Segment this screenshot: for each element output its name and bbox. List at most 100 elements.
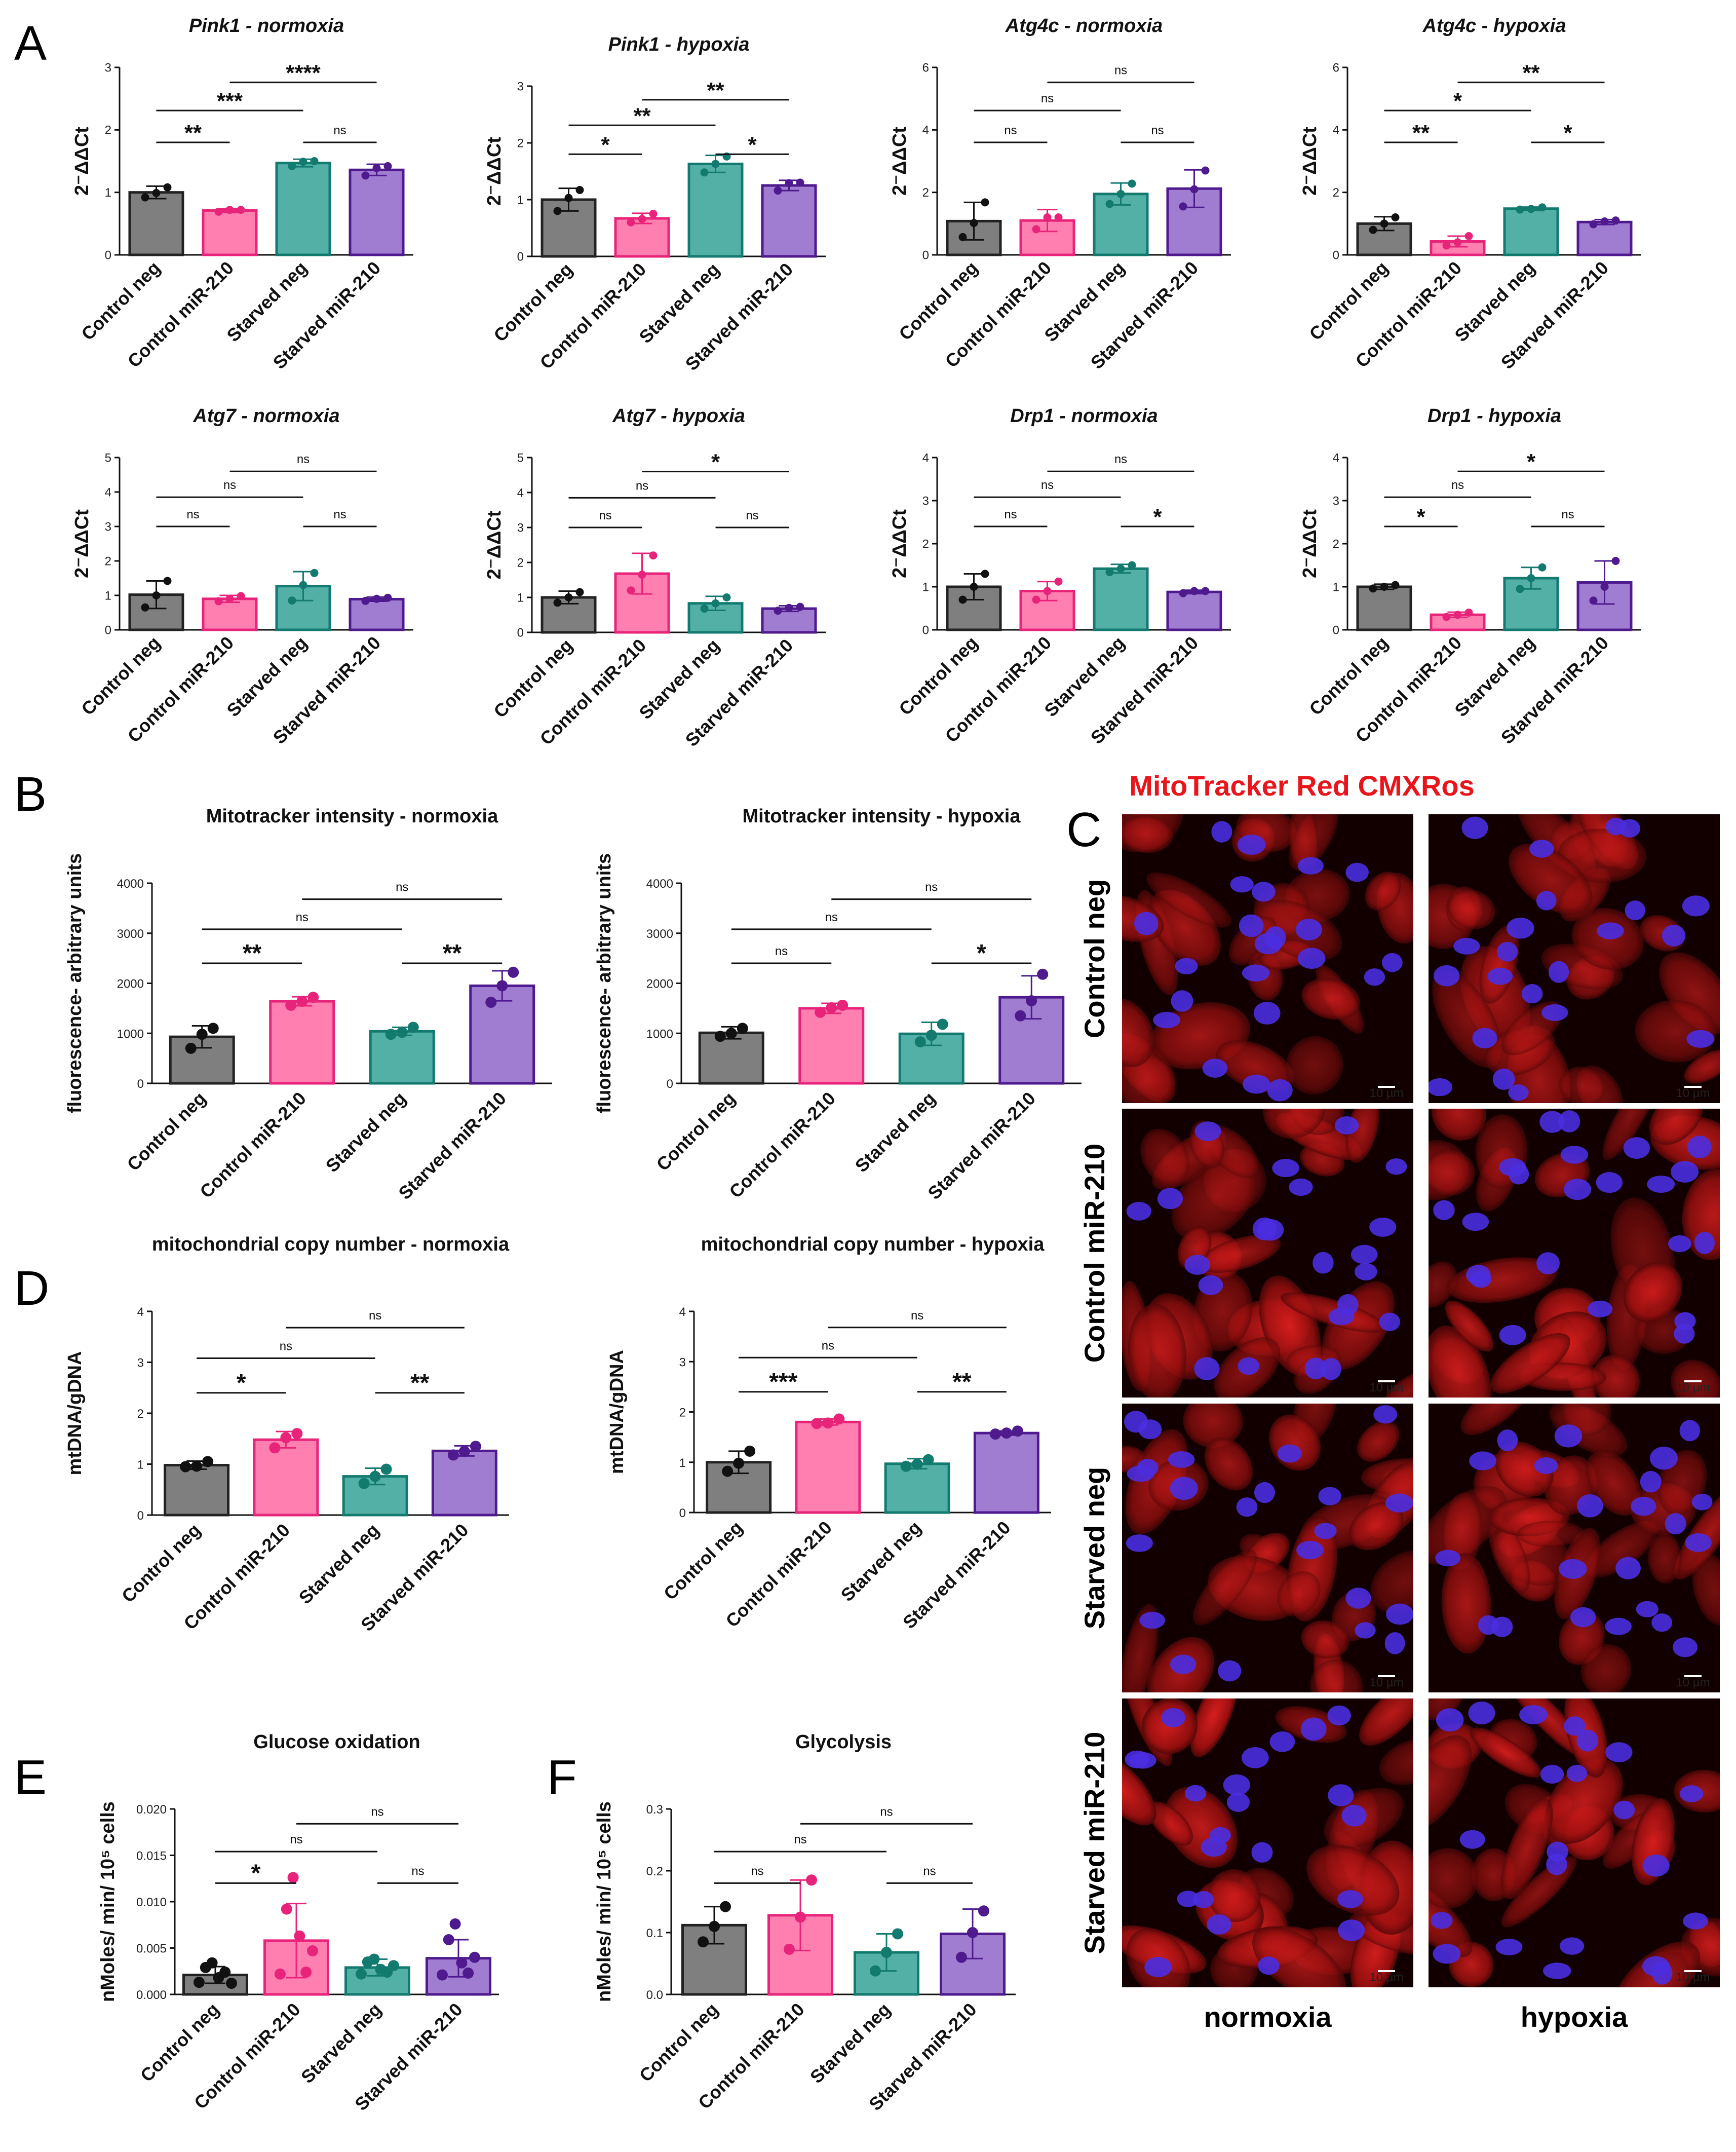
significance-label: * (977, 940, 986, 967)
chart-title: Drp1 - hypoxia (1428, 405, 1561, 427)
data-point (163, 183, 172, 192)
data-point (744, 1445, 756, 1457)
y-tick-label: 0.015 (136, 1849, 167, 1863)
cell-nucleus (1379, 1312, 1401, 1331)
data-point (1179, 589, 1187, 597)
data-point (722, 1465, 734, 1477)
cell-cytoplasm (1370, 1551, 1413, 1613)
cell-nucleus (1218, 1660, 1242, 1682)
significance-label: ** (243, 940, 262, 967)
cell-cytoplasm (1647, 1532, 1682, 1584)
panel-letter-B: B (14, 767, 47, 821)
significance-label: *** (769, 1369, 797, 1395)
y-axis-label: 2⁻ΔΔCt (71, 127, 93, 196)
data-point (1012, 1425, 1023, 1437)
bar (1503, 207, 1559, 256)
data-point (822, 1417, 834, 1429)
cell-nucleus (1144, 1957, 1172, 1978)
y-axis-label: mtDNA/gDNA (606, 1350, 628, 1474)
significance-label: ns (1114, 452, 1127, 466)
data-point (1538, 563, 1547, 572)
significance-label: * (237, 1370, 246, 1396)
data-point (638, 571, 646, 579)
y-tick-label: 3 (922, 494, 929, 508)
chart-B-8: Mitotracker intensity - normoxia 0 1000 200… (64, 806, 552, 1203)
data-point (288, 162, 296, 170)
y-tick-label: 0.000 (136, 1988, 167, 2002)
cell-nucleus (1625, 900, 1646, 921)
cell-cytoplasm (1602, 1109, 1660, 1160)
cell-cytoplasm (1122, 815, 1173, 853)
cell-nucleus (1170, 1654, 1197, 1674)
data-point (141, 193, 149, 202)
data-point (795, 1911, 806, 1923)
significance-label: ns (396, 881, 408, 894)
cell-nucleus (1168, 1451, 1195, 1468)
cell-nucleus (1351, 1244, 1378, 1264)
data-point (287, 1872, 299, 1883)
cell-cytoplasm (1365, 872, 1401, 911)
y-tick-label: 2 (922, 537, 929, 551)
significance-label: * (601, 132, 610, 157)
cell-nucleus (1559, 1559, 1587, 1579)
data-point (922, 1454, 934, 1465)
cell-nucleus (1296, 1540, 1324, 1560)
data-point (1453, 611, 1462, 619)
cell-nucleus (1334, 1116, 1359, 1135)
significance-label: ** (443, 940, 462, 967)
cell-cytoplasm (1172, 1157, 1257, 1241)
significance-label: ns (751, 1864, 763, 1878)
y-axis-label: 2⁻ΔΔCt (484, 510, 505, 579)
data-point (958, 233, 967, 241)
cell-nucleus (1554, 1424, 1583, 1448)
y-tick-label: 3 (1333, 494, 1339, 508)
chart-title: Atg7 - hypoxia (612, 405, 745, 427)
data-point (307, 1945, 318, 1956)
cell-nucleus (1157, 1188, 1183, 1210)
data-point (1464, 232, 1473, 240)
cell-nucleus (1386, 1603, 1413, 1625)
chart-title: mitochondrial copy number - hypoxia (701, 1234, 1045, 1255)
significance-label: *** (217, 89, 243, 114)
cell-nucleus (1289, 1178, 1313, 1196)
cell-nucleus (1139, 1611, 1166, 1629)
chart-title: Pink1 - normoxia (189, 15, 344, 36)
x-tick-label: Control neg (652, 1088, 740, 1175)
significance-label: ns (911, 1309, 923, 1323)
cell-nucleus (1461, 816, 1488, 839)
microscopy-row-label: Starved miR-210 (1078, 1732, 1110, 1954)
y-tick-label: 1 (922, 580, 929, 594)
cell-cytoplasm (1429, 1150, 1475, 1196)
data-point (1043, 587, 1052, 595)
significance-label: ** (184, 121, 202, 145)
cell-nucleus (1435, 1550, 1461, 1567)
y-tick-label: 3 (517, 80, 524, 93)
data-point (368, 1953, 380, 1965)
cell-nucleus (1563, 1179, 1592, 1200)
data-point (900, 1460, 912, 1472)
bar (253, 1438, 319, 1517)
cell-cytoplasm (1128, 1304, 1186, 1398)
cell-nucleus (1184, 1255, 1211, 1275)
data-point (575, 185, 584, 194)
cell-nucleus (1253, 1002, 1281, 1025)
cell-cytoplasm (1623, 1262, 1682, 1323)
y-axis-label: 2⁻ΔΔCt (71, 509, 93, 578)
cell-nucleus (1202, 1059, 1228, 1078)
cell-nucleus (1497, 1429, 1518, 1451)
cell-nucleus (1499, 1325, 1526, 1345)
data-point (1037, 968, 1049, 980)
y-tick-label: 6 (922, 61, 929, 74)
cell-nucleus (1385, 1158, 1407, 1175)
cell-nucleus (1194, 1121, 1221, 1142)
data-point (806, 1874, 817, 1886)
data-point (937, 1018, 948, 1030)
cell-nucleus (1267, 1079, 1293, 1102)
microscopy-row-label: Control neg (1078, 879, 1110, 1038)
significance-label: ns (411, 1864, 424, 1878)
cell-cytoplasm (1208, 1869, 1261, 1922)
data-point (911, 1458, 923, 1470)
significance-label: * (1153, 505, 1162, 530)
y-axis-label: nMoles/ min/ 10⁵ cells (97, 1801, 119, 2002)
